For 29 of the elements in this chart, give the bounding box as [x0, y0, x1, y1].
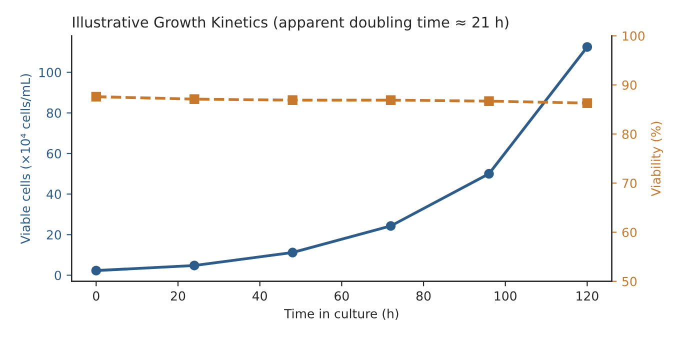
y-tick-label: 20 — [46, 230, 62, 240]
x-tick-label: 80 — [416, 291, 431, 301]
x-tick-label: 60 — [334, 291, 349, 301]
y-tick-label: 60 — [46, 148, 62, 158]
point — [386, 221, 396, 231]
y-axis-title: Viable cells (×10⁴ cells/mL) — [20, 74, 32, 244]
y-tick-label: 0 — [54, 270, 62, 280]
point — [484, 168, 494, 179]
y2-axis-title: Viability (%) — [650, 122, 663, 196]
y-tick-label: 100 — [39, 68, 62, 78]
y2-tick-label: 60 — [622, 228, 637, 238]
point — [190, 260, 200, 270]
y2-tick-label: 100 — [622, 31, 645, 41]
y-tick-label: 80 — [46, 108, 62, 118]
y2-tick-label: 80 — [622, 129, 637, 139]
x-tick-label: 40 — [252, 291, 267, 301]
x-tick-label: 20 — [170, 291, 186, 301]
point — [288, 248, 298, 258]
y2-tick-label: 70 — [622, 178, 637, 188]
point — [582, 42, 592, 52]
point — [91, 266, 102, 276]
y2-tick-label: 50 — [622, 276, 637, 286]
chart-title: Illustrative Growth Kinetics (apparent doubling time ≈ 21 h) — [73, 16, 508, 31]
x-tick-label: 0 — [93, 291, 100, 301]
x-axis-title: Time in culture (h) — [284, 308, 398, 320]
x-tick-label: 120 — [576, 291, 598, 301]
y-tick-label: 40 — [46, 190, 62, 199]
x-tick-label: 100 — [494, 291, 516, 301]
y2-tick-label: 90 — [622, 80, 637, 90]
